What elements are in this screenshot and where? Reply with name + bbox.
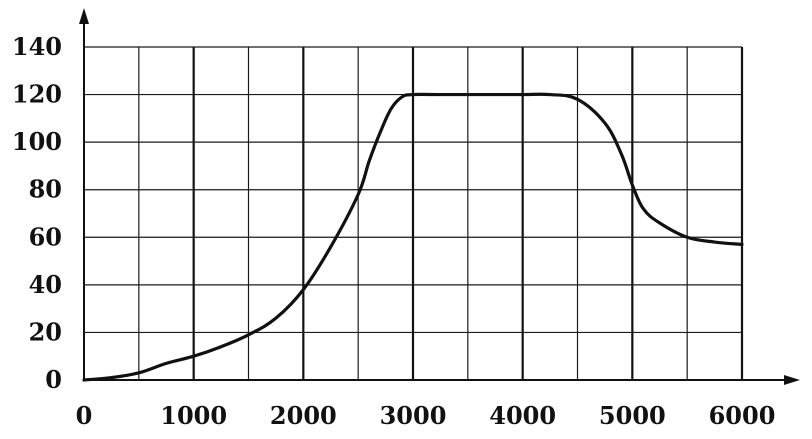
y-tick-label: 140: [12, 32, 62, 61]
x-axis-arrow: [784, 375, 800, 385]
y-tick-label: 100: [12, 127, 62, 156]
series-line: [82, 92, 744, 382]
x-tick-label: 1000: [160, 401, 227, 430]
x-tick-label: 4000: [489, 401, 556, 430]
x-tick-label: 6000: [709, 401, 776, 430]
x-tick-label: 0: [76, 401, 93, 430]
tick-labels: 0 1000 2000 3000 4000 5000 6000 0 20 40 60 80 100 120…: [12, 32, 776, 430]
y-tick-label: 0: [45, 365, 62, 394]
x-tick-label: 2000: [270, 401, 337, 430]
axes: [79, 8, 800, 385]
y-tick-label: 20: [29, 317, 62, 346]
y-tick-label: 80: [29, 175, 62, 204]
x-tick-label: 3000: [380, 401, 447, 430]
y-tick-label: 120: [12, 80, 62, 109]
y-axis-arrow: [79, 8, 89, 24]
y-tick-label: 60: [29, 222, 62, 251]
x-tick-label: 5000: [599, 401, 666, 430]
y-tick-label: 40: [29, 270, 62, 299]
series-layer: [82, 92, 744, 382]
